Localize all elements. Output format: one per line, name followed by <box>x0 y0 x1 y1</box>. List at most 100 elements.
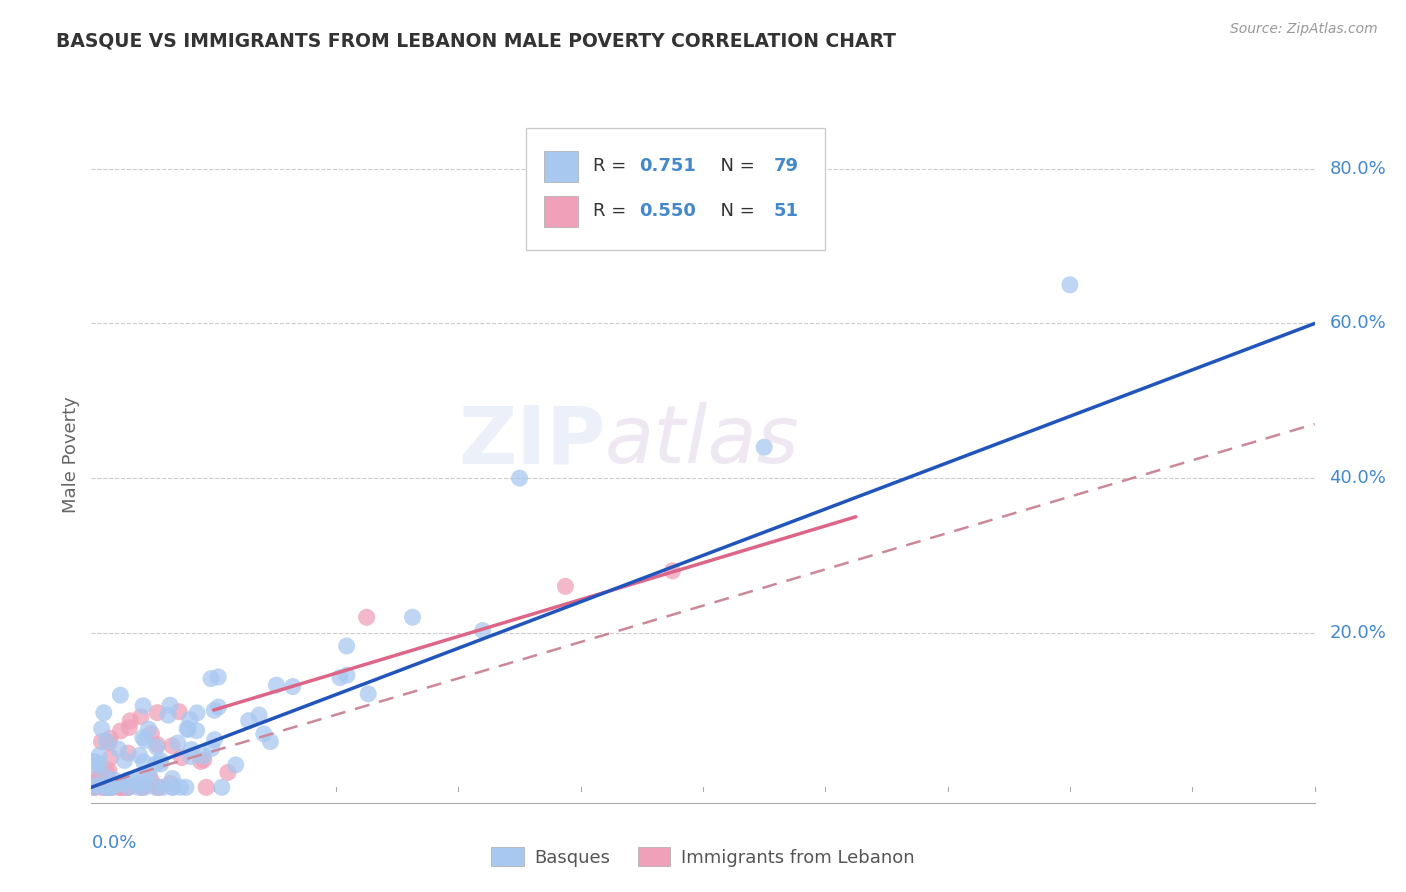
Point <box>145 756 167 771</box>
Point <box>148 780 170 795</box>
Point <box>96 780 118 795</box>
Point <box>103 772 125 787</box>
Point <box>193 753 215 767</box>
Point <box>202 703 225 717</box>
Point <box>193 748 215 763</box>
Point <box>266 678 288 692</box>
Point <box>83 780 105 795</box>
Point <box>97 736 120 750</box>
Point <box>96 766 118 780</box>
Point <box>217 765 239 780</box>
Point <box>128 777 150 791</box>
Point <box>186 706 208 720</box>
Point <box>120 714 142 728</box>
Point <box>190 755 212 769</box>
Point <box>89 769 111 783</box>
Point <box>124 774 146 789</box>
Point <box>96 780 118 795</box>
Point <box>149 756 172 771</box>
Point <box>357 687 380 701</box>
Point <box>329 671 352 685</box>
Point <box>149 754 172 768</box>
Point <box>159 698 181 713</box>
Point <box>129 709 152 723</box>
Text: 80.0%: 80.0% <box>1329 160 1386 178</box>
Point <box>146 706 169 720</box>
Point <box>162 772 184 786</box>
Point <box>169 780 191 795</box>
Text: 0.751: 0.751 <box>640 157 696 175</box>
Point <box>157 708 180 723</box>
Point <box>471 624 494 638</box>
Text: ZIP: ZIP <box>458 402 605 480</box>
Point <box>141 772 163 787</box>
Point <box>98 731 121 746</box>
Point <box>253 727 276 741</box>
Point <box>336 668 359 682</box>
Point <box>107 742 129 756</box>
Point <box>132 755 155 769</box>
Point <box>145 780 167 795</box>
Point <box>112 780 135 795</box>
Point <box>118 721 141 735</box>
Point <box>259 734 281 748</box>
Point <box>110 723 132 738</box>
Point <box>247 708 270 723</box>
Point <box>96 780 118 795</box>
Point <box>201 741 224 756</box>
Point <box>138 722 160 736</box>
Point <box>100 750 122 764</box>
Text: 0.550: 0.550 <box>640 202 696 220</box>
Point <box>204 732 226 747</box>
Point <box>83 777 105 791</box>
Point <box>336 639 359 653</box>
Point <box>152 780 174 795</box>
Point <box>159 776 181 790</box>
Point <box>186 723 208 738</box>
Point <box>94 780 117 795</box>
FancyBboxPatch shape <box>526 128 825 250</box>
Point <box>166 736 188 750</box>
Point <box>128 748 150 763</box>
Point <box>146 738 169 752</box>
Point <box>167 705 190 719</box>
Point <box>110 780 132 795</box>
Point <box>132 731 155 745</box>
Point <box>90 780 112 795</box>
Point <box>225 757 247 772</box>
Point <box>661 564 683 578</box>
Point <box>356 610 378 624</box>
Point <box>177 723 200 737</box>
Point <box>89 756 111 771</box>
Point <box>89 770 111 784</box>
Bar <box>544 195 578 227</box>
Point <box>132 768 155 782</box>
Point <box>195 780 218 795</box>
Point <box>180 749 202 764</box>
Text: 51: 51 <box>773 202 799 220</box>
Point <box>141 726 163 740</box>
Point <box>117 746 139 760</box>
Point <box>110 780 132 795</box>
Bar <box>544 151 578 182</box>
Point <box>211 780 233 795</box>
Point <box>281 680 304 694</box>
Point <box>179 713 201 727</box>
Point <box>101 780 124 794</box>
Point <box>94 780 117 795</box>
Point <box>148 780 170 795</box>
Point <box>96 734 118 748</box>
Point <box>134 780 156 795</box>
Point <box>138 768 160 782</box>
Point <box>83 780 105 794</box>
Point <box>132 698 155 713</box>
Point <box>83 780 105 795</box>
Point <box>207 700 229 714</box>
Point <box>134 733 156 747</box>
Point <box>96 780 118 795</box>
Point <box>98 780 121 795</box>
Text: N =: N = <box>709 202 761 220</box>
Point <box>110 688 132 702</box>
Point <box>83 780 105 795</box>
Text: 60.0%: 60.0% <box>1329 315 1386 333</box>
